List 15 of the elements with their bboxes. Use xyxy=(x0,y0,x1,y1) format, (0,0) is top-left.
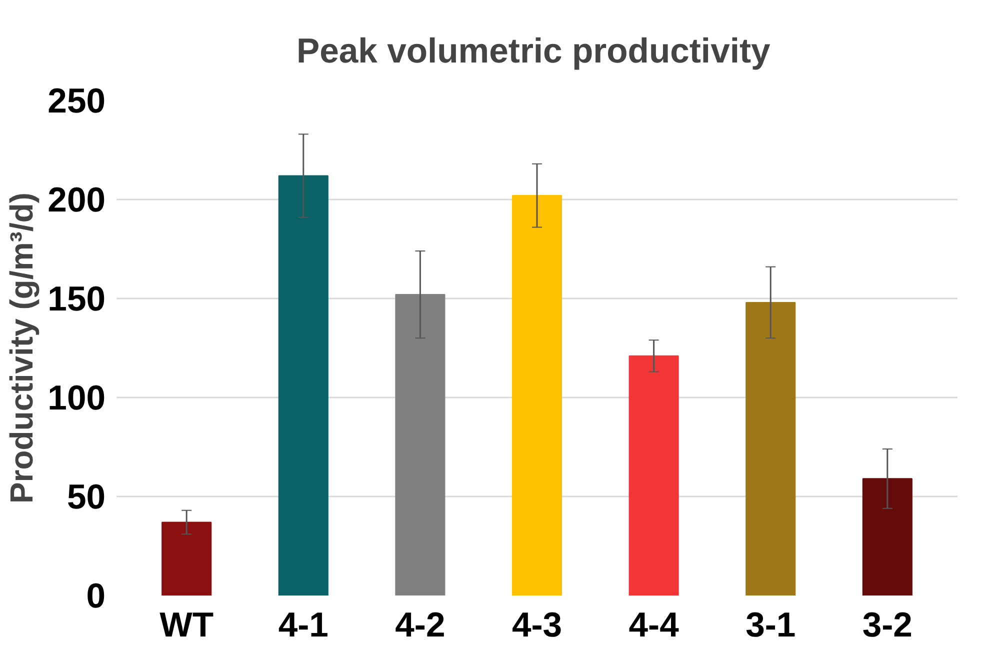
y-tick-label: 100 xyxy=(48,380,106,418)
x-tick-label: WT xyxy=(160,606,214,644)
chart-title: Peak volumetric productivity xyxy=(296,32,772,70)
y-tick-label: 50 xyxy=(66,478,106,516)
y-axis-title: Productivity (g/m³/d) xyxy=(4,192,40,504)
y-tick-label: 150 xyxy=(48,280,106,318)
y-tick-label: 200 xyxy=(48,182,106,220)
x-tick-label: 4-4 xyxy=(628,606,680,644)
x-tick-label: 4-3 xyxy=(512,606,562,644)
x-tick-label: 4-1 xyxy=(278,606,328,644)
y-tick-label: 0 xyxy=(86,578,106,616)
x-tick-label: 3-1 xyxy=(746,606,796,644)
y-tick-label: 250 xyxy=(48,82,106,120)
x-tick-label: 4-2 xyxy=(395,606,446,644)
x-tick-label: 3-2 xyxy=(862,606,912,644)
